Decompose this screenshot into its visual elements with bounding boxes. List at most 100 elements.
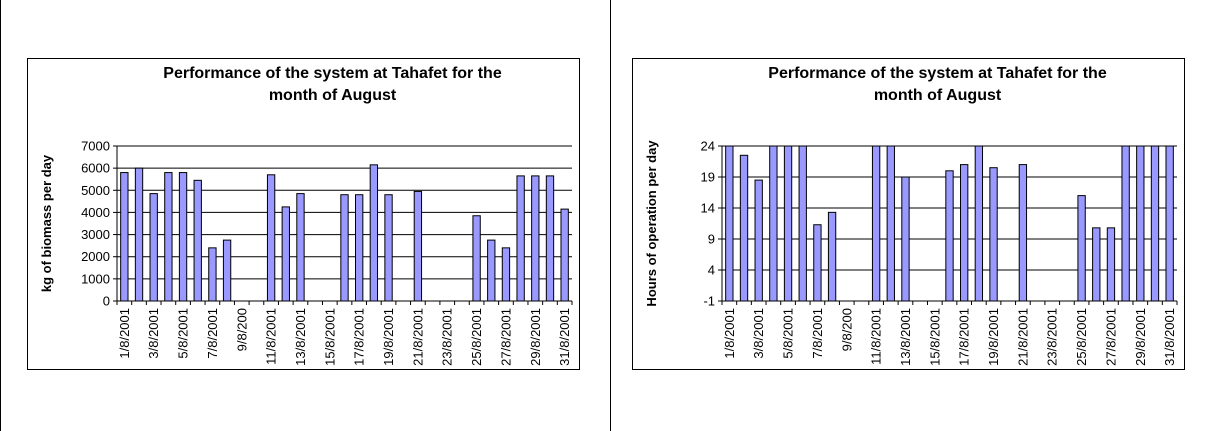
hours-chart: Performance of the system at Tahafet for… bbox=[632, 58, 1185, 370]
bar bbox=[901, 176, 910, 302]
bar bbox=[1150, 145, 1160, 302]
chart-title-line: Performance of the system at Tahafet for… bbox=[768, 65, 1107, 82]
bar bbox=[266, 174, 276, 302]
x-tick-label: 15/8/2001 bbox=[927, 308, 942, 366]
bar bbox=[120, 172, 129, 302]
y-tick-label: 6000 bbox=[81, 161, 110, 176]
chart-title-line: month of August bbox=[269, 87, 397, 104]
bar bbox=[1092, 227, 1101, 302]
bar bbox=[725, 145, 734, 302]
x-tick-label: 27/8/2001 bbox=[1103, 308, 1118, 366]
bar bbox=[472, 215, 481, 302]
y-tick-label: 0 bbox=[103, 294, 110, 309]
bar bbox=[560, 208, 569, 302]
x-tick-label: 17/8/2001 bbox=[957, 308, 972, 366]
bar bbox=[1077, 195, 1086, 302]
bar bbox=[974, 145, 984, 302]
bar bbox=[340, 194, 349, 302]
x-tick-label: 23/8/2001 bbox=[440, 308, 455, 366]
x-tick-label: 27/8/2001 bbox=[498, 308, 513, 366]
bar bbox=[1121, 145, 1130, 302]
bar bbox=[886, 145, 895, 302]
bar bbox=[369, 164, 379, 302]
bar bbox=[355, 194, 364, 302]
x-tick-label: 1/8/2001 bbox=[722, 308, 737, 359]
bar bbox=[1018, 164, 1028, 302]
x-tick-label: 21/8/2001 bbox=[410, 308, 425, 366]
bar bbox=[545, 175, 555, 302]
bar bbox=[754, 179, 763, 302]
x-tick-label: 25/8/2001 bbox=[1074, 308, 1089, 366]
bar bbox=[178, 172, 188, 302]
bar bbox=[134, 167, 144, 302]
x-tick-label: 11/8/2001 bbox=[869, 308, 884, 365]
bar bbox=[1136, 145, 1145, 302]
bar bbox=[193, 179, 202, 302]
biomass-chart: Performance of the system at Tahafet for… bbox=[27, 58, 580, 370]
bar bbox=[516, 175, 525, 302]
bar bbox=[783, 145, 793, 302]
y-tick-label: 1000 bbox=[81, 271, 110, 286]
chart-title-line: month of August bbox=[874, 87, 1002, 104]
x-tick-label: 31/8/2001 bbox=[557, 308, 572, 366]
bar bbox=[989, 167, 998, 302]
y-tick-label: 14 bbox=[701, 201, 715, 216]
y-tick-label: -1 bbox=[703, 294, 715, 309]
x-tick-label: 13/8/2001 bbox=[293, 308, 308, 366]
x-tick-label: 19/8/2001 bbox=[986, 308, 1001, 366]
chart-title: Performance of the system at Tahafet for… bbox=[163, 65, 502, 104]
x-tick-label: 21/8/2001 bbox=[1015, 308, 1030, 366]
bar bbox=[1165, 145, 1174, 302]
y-tick-label: 4 bbox=[708, 263, 715, 278]
x-tick-label: 7/8/2001 bbox=[205, 308, 220, 359]
y-tick-label: 2000 bbox=[81, 249, 110, 264]
x-tick-label: 9/8/200 bbox=[234, 308, 249, 351]
x-tick-label: 1/8/2001 bbox=[117, 308, 132, 359]
bar bbox=[281, 206, 290, 302]
bar bbox=[149, 193, 158, 302]
bar bbox=[827, 211, 837, 302]
bar bbox=[222, 239, 232, 302]
x-tick-label: 3/8/2001 bbox=[146, 308, 161, 359]
y-tick-label: 4000 bbox=[81, 205, 110, 220]
y-tick-label: 9 bbox=[708, 232, 715, 247]
x-tick-label: 29/8/2001 bbox=[528, 308, 543, 366]
bar bbox=[531, 175, 540, 302]
x-tick-label: 5/8/2001 bbox=[176, 308, 191, 359]
x-tick-label: 29/8/2001 bbox=[1133, 308, 1148, 366]
x-tick-label: 5/8/2001 bbox=[781, 308, 796, 359]
bar bbox=[1106, 227, 1116, 302]
x-tick-label: 25/8/2001 bbox=[469, 308, 484, 366]
bar bbox=[208, 247, 217, 302]
bar bbox=[296, 193, 305, 302]
bar bbox=[798, 145, 807, 302]
bar bbox=[164, 172, 173, 302]
y-axis-label: Hours of operation per day bbox=[644, 140, 659, 307]
table-cell-right bbox=[610, 0, 1209, 431]
bar bbox=[769, 145, 778, 302]
x-tick-label: 17/8/2001 bbox=[352, 308, 367, 366]
x-tick-label: 11/8/2001 bbox=[264, 308, 279, 365]
chart-title: Performance of the system at Tahafet for… bbox=[768, 65, 1107, 104]
y-tick-label: 7000 bbox=[81, 139, 110, 154]
bar bbox=[813, 224, 822, 302]
table-cell-left bbox=[0, 0, 1, 431]
x-tick-label: 19/8/2001 bbox=[381, 308, 396, 366]
bar bbox=[413, 190, 423, 302]
x-tick-label: 9/8/200 bbox=[839, 308, 854, 351]
y-tick-label: 24 bbox=[701, 139, 715, 154]
y-axis-label: kg of biomass per day bbox=[39, 154, 54, 292]
x-tick-label: 7/8/2001 bbox=[810, 308, 825, 359]
chart-title-line: Performance of the system at Tahafet for… bbox=[163, 65, 502, 82]
bar bbox=[487, 239, 496, 302]
y-tick-label: 19 bbox=[701, 170, 715, 185]
bar bbox=[945, 170, 954, 302]
bar bbox=[501, 247, 511, 302]
y-tick-label: 3000 bbox=[81, 227, 110, 242]
y-tick-label: 5000 bbox=[81, 183, 110, 198]
x-tick-label: 15/8/2001 bbox=[322, 308, 337, 366]
bar bbox=[739, 154, 749, 302]
x-tick-label: 23/8/2001 bbox=[1045, 308, 1060, 366]
bar bbox=[871, 145, 881, 302]
